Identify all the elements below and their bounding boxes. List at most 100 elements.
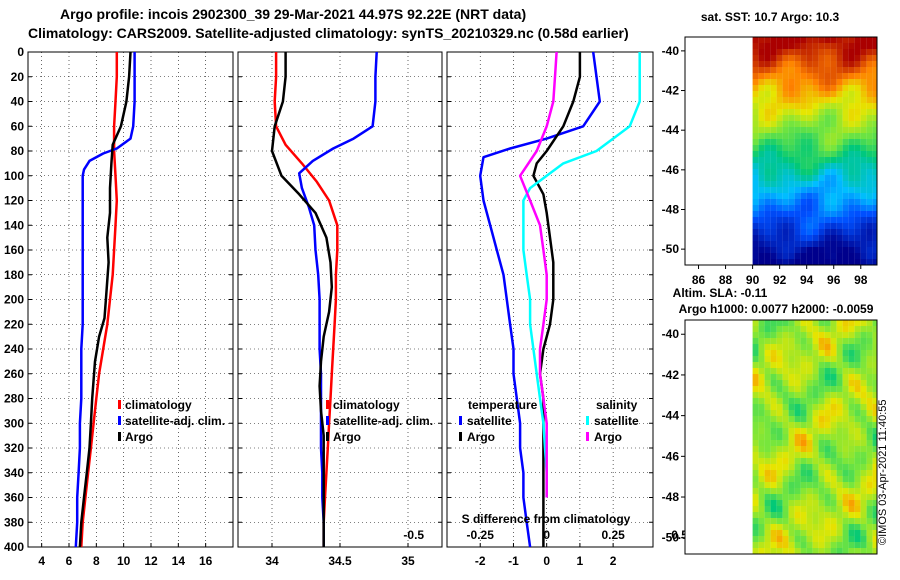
map-cell xyxy=(836,392,843,398)
map-cell xyxy=(812,253,819,259)
legend-swatch xyxy=(459,416,462,425)
map-cell xyxy=(800,332,807,338)
map-cell xyxy=(794,241,801,247)
map-cell xyxy=(812,115,819,121)
map-y-tick-label: -48 xyxy=(662,202,680,216)
map-cell xyxy=(758,410,765,416)
map-cell xyxy=(836,253,843,259)
map-y-tick-label: -48 xyxy=(662,490,680,504)
map-cell xyxy=(854,247,861,253)
map-cell xyxy=(788,73,795,79)
map-cell xyxy=(800,398,807,404)
map-cell xyxy=(866,175,873,181)
map-cell xyxy=(854,368,861,374)
map-cell xyxy=(764,205,771,211)
map-cell xyxy=(866,320,873,326)
map-cell xyxy=(866,494,873,500)
map-cell xyxy=(872,157,877,163)
map-cell xyxy=(800,410,807,416)
map-cell xyxy=(818,115,825,121)
map-cell xyxy=(794,530,801,536)
map-cell xyxy=(866,157,873,163)
map-cell xyxy=(800,133,807,139)
map-cell xyxy=(752,500,759,506)
map-cell xyxy=(758,548,765,554)
map-cell xyxy=(842,103,849,109)
map-cell xyxy=(848,452,855,458)
map-cell xyxy=(812,488,819,494)
map-cell xyxy=(788,133,795,139)
map-cell xyxy=(794,524,801,530)
map-cell xyxy=(830,338,837,344)
map-cell xyxy=(860,121,867,127)
map-cell xyxy=(866,392,873,398)
map-cell xyxy=(830,121,837,127)
map-cell xyxy=(872,464,877,470)
map-cell xyxy=(794,151,801,157)
map-cell xyxy=(758,253,765,259)
map-cell xyxy=(848,512,855,518)
y-tick-label: 280 xyxy=(4,392,24,406)
map-cell xyxy=(806,175,813,181)
map-cell xyxy=(860,205,867,211)
map-cell xyxy=(752,133,759,139)
map-cell xyxy=(818,518,825,524)
map-cell xyxy=(842,320,849,326)
map-cell xyxy=(860,253,867,259)
map-cell xyxy=(854,362,861,368)
map-cell xyxy=(848,434,855,440)
map-cell xyxy=(800,91,807,97)
map-cell xyxy=(800,235,807,241)
map-cell xyxy=(854,85,861,91)
map-cell xyxy=(770,193,777,199)
map-cell xyxy=(848,151,855,157)
map-cell xyxy=(752,241,759,247)
map-cell xyxy=(776,49,783,55)
map-cell xyxy=(836,398,843,404)
map-x-tick-label: 88 xyxy=(719,273,733,287)
map-cell xyxy=(752,79,759,85)
map-cell xyxy=(812,320,819,326)
y-tick-label: 300 xyxy=(4,416,24,430)
map-cell xyxy=(848,332,855,338)
map-cell xyxy=(854,229,861,235)
map-cell xyxy=(824,338,831,344)
map-cell xyxy=(872,416,877,422)
map-cell xyxy=(812,434,819,440)
map-cell xyxy=(800,247,807,253)
map-cell xyxy=(770,247,777,253)
map-cell xyxy=(872,518,877,524)
map-cell xyxy=(872,398,877,404)
map-cell xyxy=(770,428,777,434)
map-cell xyxy=(782,422,789,428)
map-cell xyxy=(758,43,765,49)
map-cell xyxy=(824,235,831,241)
map-cell xyxy=(752,169,759,175)
map-cell xyxy=(854,518,861,524)
map-cell xyxy=(836,181,843,187)
map-cell xyxy=(788,151,795,157)
map-cell xyxy=(818,380,825,386)
map-cell xyxy=(788,37,795,43)
map-cell xyxy=(866,380,873,386)
map-cell xyxy=(860,103,867,109)
map-cell xyxy=(872,205,877,211)
map-cell xyxy=(782,464,789,470)
map-cell xyxy=(806,67,813,73)
map-cell xyxy=(842,374,849,380)
map-cell xyxy=(764,145,771,151)
map-cell xyxy=(788,500,795,506)
map-cell xyxy=(872,512,877,518)
map-cell xyxy=(860,434,867,440)
map-cell xyxy=(866,482,873,488)
map-cell xyxy=(854,344,861,350)
map-cell xyxy=(806,464,813,470)
map-cell xyxy=(860,326,867,332)
map-cell xyxy=(800,193,807,199)
map-cell xyxy=(752,127,759,133)
legend-label: Argo xyxy=(125,430,153,444)
map-cell xyxy=(806,241,813,247)
map-cell xyxy=(770,452,777,458)
map-x-tick-label: 96 xyxy=(827,273,841,287)
